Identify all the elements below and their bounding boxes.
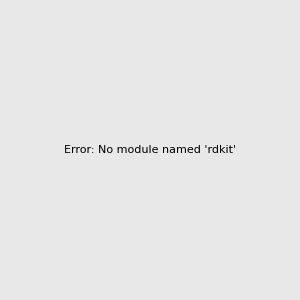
Text: Error: No module named 'rdkit': Error: No module named 'rdkit' (64, 145, 236, 155)
